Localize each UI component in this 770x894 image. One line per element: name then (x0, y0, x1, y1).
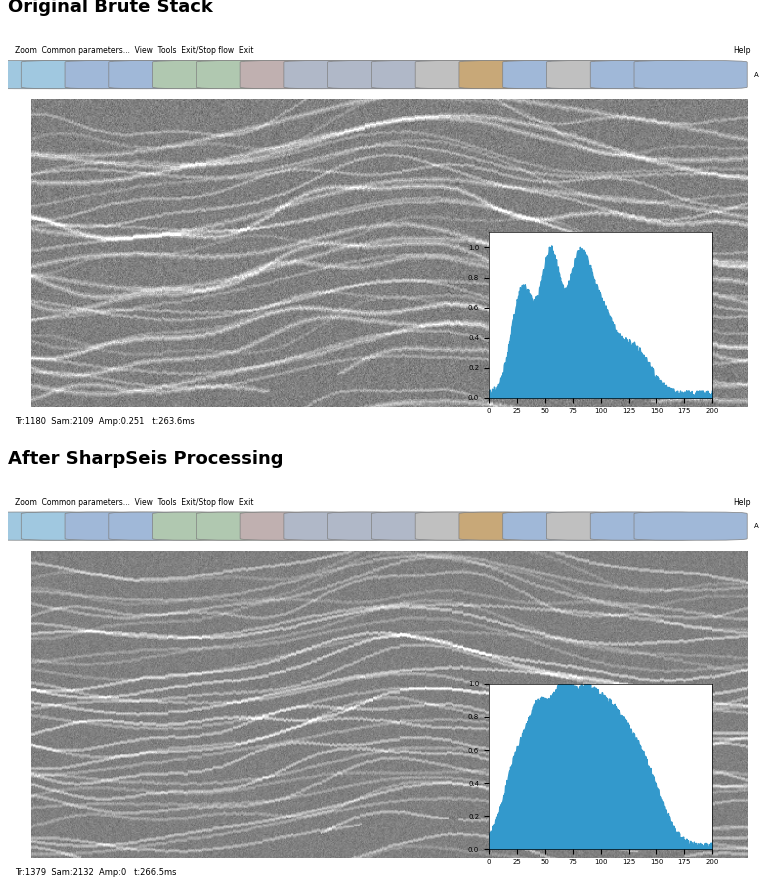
FancyBboxPatch shape (284, 61, 397, 89)
FancyBboxPatch shape (152, 61, 266, 89)
FancyBboxPatch shape (109, 512, 222, 540)
FancyBboxPatch shape (591, 512, 704, 540)
Text: Tr:1379  Sam:2132  Amp:0   t:266.5ms: Tr:1379 Sam:2132 Amp:0 t:266.5ms (15, 868, 177, 877)
FancyBboxPatch shape (503, 512, 616, 540)
FancyBboxPatch shape (22, 512, 135, 540)
Text: Original Brute Stack: Original Brute Stack (8, 0, 213, 16)
FancyBboxPatch shape (240, 61, 353, 89)
FancyBboxPatch shape (284, 512, 397, 540)
FancyBboxPatch shape (503, 61, 616, 89)
FancyBboxPatch shape (0, 512, 91, 540)
FancyBboxPatch shape (634, 61, 747, 89)
FancyBboxPatch shape (65, 61, 178, 89)
FancyBboxPatch shape (22, 61, 135, 89)
FancyBboxPatch shape (371, 61, 484, 89)
FancyBboxPatch shape (547, 61, 660, 89)
FancyBboxPatch shape (371, 512, 484, 540)
FancyBboxPatch shape (459, 512, 572, 540)
FancyBboxPatch shape (415, 61, 528, 89)
Text: After SharpSeis Processing: After SharpSeis Processing (8, 450, 283, 468)
Text: Deep tow/Lyngen/line2/020 View    [13:09:30]: Deep tow/Lyngen/line2/020 View [13:09:30… (273, 25, 497, 36)
Text: A: A (754, 72, 759, 78)
Text: Tr:1180  Sam:2109  Amp:0.251   t:263.6ms: Tr:1180 Sam:2109 Amp:0.251 t:263.6ms (15, 417, 195, 426)
FancyBboxPatch shape (152, 512, 266, 540)
Text: Deep tow/Lyngen/line2/020 View    [13:12:46]: Deep tow/Lyngen/line2/020 View [13:12:46… (273, 477, 497, 487)
FancyBboxPatch shape (240, 512, 353, 540)
Text: ■: ■ (12, 26, 19, 35)
FancyBboxPatch shape (0, 61, 91, 89)
FancyBboxPatch shape (196, 512, 310, 540)
FancyBboxPatch shape (634, 512, 747, 540)
FancyBboxPatch shape (459, 61, 572, 89)
Text: A: A (754, 523, 759, 529)
Text: - □ X: - □ X (718, 477, 740, 486)
FancyBboxPatch shape (65, 512, 178, 540)
Text: - □ X: - □ X (718, 26, 740, 35)
Text: spectrum 1: spectrum 1 (581, 237, 621, 243)
FancyBboxPatch shape (328, 61, 441, 89)
Text: Help: Help (734, 498, 751, 507)
FancyBboxPatch shape (109, 61, 222, 89)
Text: ■: ■ (12, 477, 19, 486)
FancyBboxPatch shape (591, 61, 704, 89)
FancyBboxPatch shape (547, 512, 660, 540)
FancyBboxPatch shape (196, 61, 310, 89)
FancyBboxPatch shape (328, 512, 441, 540)
Text: Zoom  Common parameters...  View  Tools  Exit/Stop flow  Exit: Zoom Common parameters... View Tools Exi… (15, 498, 254, 507)
Text: Zoom  Common parameters...  View  Tools  Exit/Stop flow  Exit: Zoom Common parameters... View Tools Exi… (15, 46, 254, 55)
Text: spectrum 1: spectrum 1 (581, 688, 621, 695)
Text: Help: Help (734, 46, 751, 55)
FancyBboxPatch shape (415, 512, 528, 540)
